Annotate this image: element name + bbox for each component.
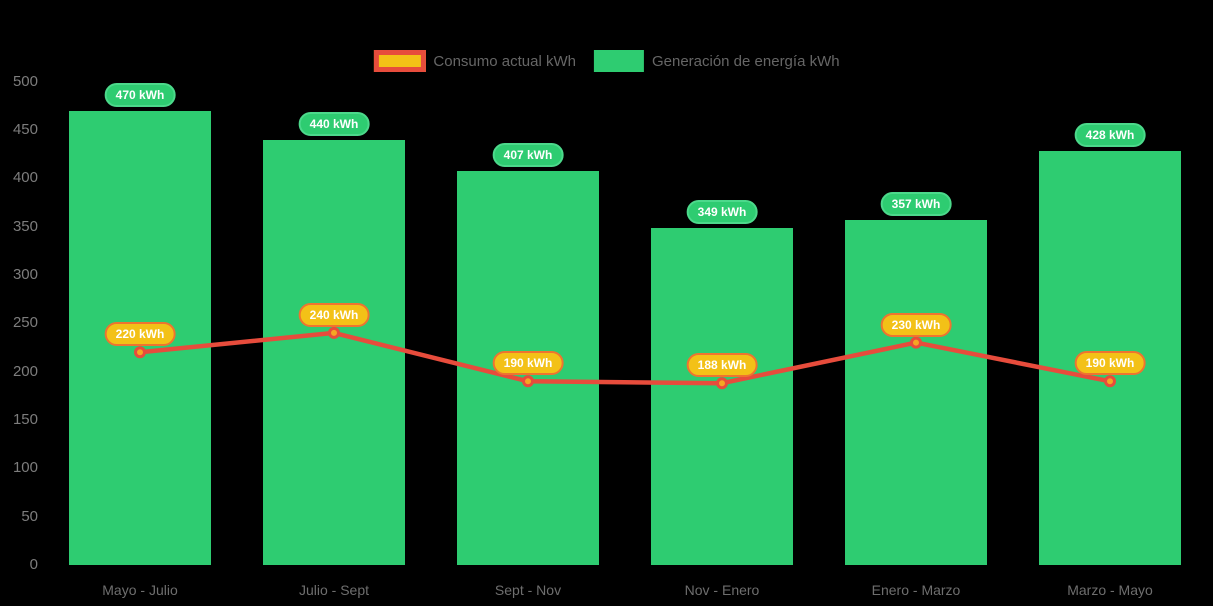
generation-value-badge: 470 kWh (104, 82, 176, 107)
bar-generacion-energia[interactable] (651, 227, 793, 565)
generacion-energia-legend-swatch (593, 50, 644, 72)
generation-value-badge: 407 kWh (492, 143, 564, 168)
y-axis-label: 200 (12, 362, 38, 380)
legend: Consumo actual kWh Generación de energía… (373, 50, 840, 72)
consumption-value-badge: 190 kWh (492, 351, 564, 376)
bar-generacion-energia[interactable] (263, 139, 405, 565)
x-axis-label: Marzo - Mayo (1067, 582, 1153, 598)
legend-label-generacion-energia: Generación de energía kWh (651, 52, 840, 70)
y-axis-label: 100 (12, 459, 38, 477)
generation-value-badge: 428 kWh (1074, 123, 1146, 148)
x-axis-label: Mayo - Julio (102, 582, 178, 598)
consumption-value-badge: 220 kWh (104, 322, 176, 347)
generation-value-badge: 440 kWh (298, 111, 370, 136)
generation-value-badge: 357 kWh (880, 191, 952, 216)
x-axis-label: Nov - Enero (684, 582, 760, 598)
y-axis-label: 400 (12, 169, 38, 187)
consumption-value-badge: 230 kWh (880, 312, 952, 337)
y-axis-label: 50 (21, 507, 38, 525)
y-axis-label: 0 (29, 556, 38, 573)
y-axis-label: 250 (12, 314, 38, 332)
y-axis-label: 300 (12, 265, 38, 283)
x-axis-label: Sept - Nov (494, 582, 562, 598)
consumption-value-badge: 190 kWh (1074, 351, 1146, 376)
legend-item-consumo-actual[interactable]: Consumo actual kWh (373, 50, 576, 72)
bar-generacion-energia[interactable] (845, 219, 987, 565)
generation-value-badge: 349 kWh (686, 199, 758, 224)
consumption-value-badge: 188 kWh (686, 353, 758, 378)
consumption-value-badge: 240 kWh (298, 302, 370, 327)
legend-item-generacion-energia[interactable]: Generación de energía kWh (593, 50, 840, 72)
consumo-actual-legend-swatch (373, 50, 426, 72)
x-axis-label: Julio - Sept (298, 582, 370, 598)
y-axis-label: 150 (12, 410, 38, 428)
legend-label-consumo-actual: Consumo actual kWh (433, 52, 576, 70)
y-axis-label: 450 (12, 120, 38, 138)
y-axis-label: 350 (12, 217, 38, 235)
x-axis-label: Enero - Marzo (871, 582, 961, 598)
y-axis-label: 500 (12, 72, 38, 90)
